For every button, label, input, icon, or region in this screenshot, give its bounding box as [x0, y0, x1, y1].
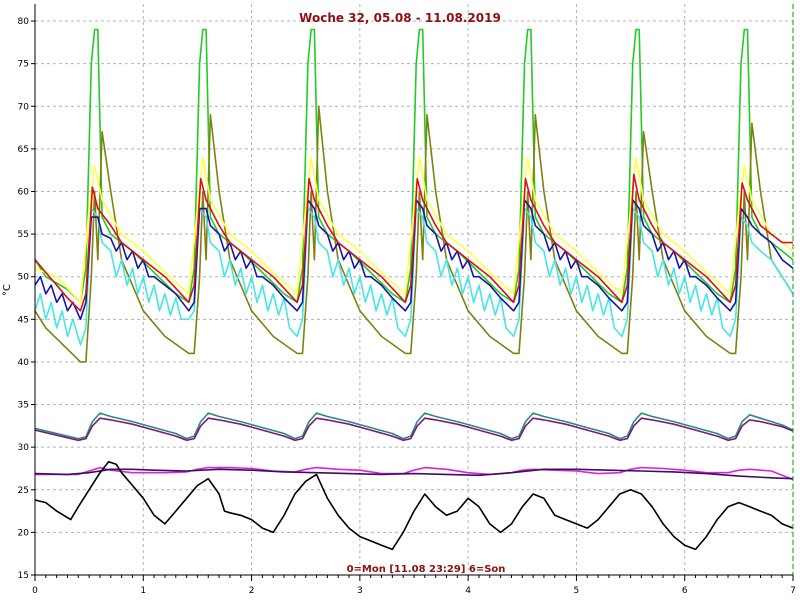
x-tick-label: 4: [465, 586, 471, 596]
x-tick-label: 2: [249, 586, 255, 596]
y-tick-label: 20: [18, 528, 30, 538]
x-tick-label: 0: [32, 586, 38, 596]
series-line-6: [34, 412, 794, 440]
y-tick-label: 65: [18, 145, 29, 155]
series-line-7: [34, 417, 794, 442]
series-line-10: [34, 460, 794, 551]
y-tick-label: 40: [18, 358, 30, 368]
y-tick-label: 45: [18, 315, 29, 325]
chart-footer: 0=Mon [11.08 23:29] 6=Son: [347, 564, 506, 575]
y-tick-label: 55: [18, 230, 29, 240]
series-group: [34, 28, 794, 551]
series-line-5: [34, 173, 793, 312]
x-tick-label: 5: [574, 586, 580, 596]
y-tick-label: 80: [18, 17, 30, 27]
chart-title: Woche 32, 05.08 - 11.08.2019: [299, 11, 501, 25]
y-tick-label: 50: [18, 273, 30, 283]
y-tick-label: 30: [18, 443, 30, 453]
series-line-9: [34, 468, 794, 480]
x-tick-label: 1: [140, 586, 146, 596]
x-tick-label: 7: [790, 586, 796, 596]
y-tick-label: 60: [18, 187, 30, 197]
y-tick-label: 35: [18, 401, 29, 411]
x-tick-label: 3: [357, 586, 363, 596]
series-line-4: [34, 199, 794, 321]
y-tick-label: 25: [18, 486, 29, 496]
y-axis-unit: °C: [2, 284, 13, 296]
series-line-8: [35, 466, 794, 481]
y-tick-label: 70: [18, 102, 30, 112]
y-tick-label: 75: [18, 60, 29, 70]
y-tick-label: 15: [18, 571, 29, 581]
series-line-3: [34, 207, 794, 346]
x-tick-label: 6: [682, 586, 688, 596]
